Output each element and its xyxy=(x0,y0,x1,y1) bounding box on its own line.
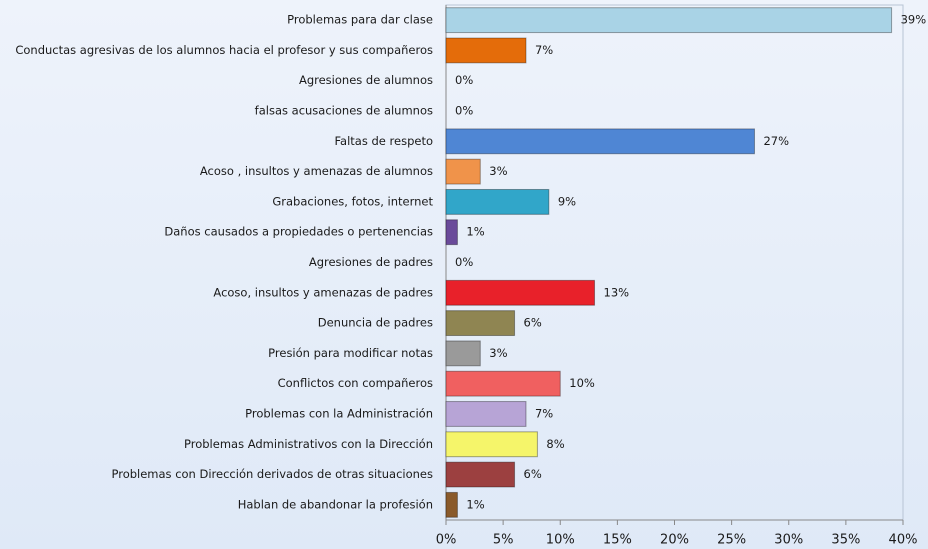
category-label: Hablan de abandonar la profesión xyxy=(238,497,433,511)
x-tick-label: 35% xyxy=(831,533,860,548)
bar xyxy=(445,219,458,246)
value-label: 1% xyxy=(466,225,484,239)
x-tick-label: 25% xyxy=(717,533,746,548)
x-tick-label: 40% xyxy=(889,533,918,548)
value-label: 0% xyxy=(455,255,473,269)
bar xyxy=(445,401,527,427)
value-label: 39% xyxy=(901,13,927,27)
category-label: Problemas con Dirección derivados de otr… xyxy=(111,467,433,481)
category-label: Acoso , insultos y amenazas de alumnos xyxy=(200,164,433,178)
x-tick-label: 30% xyxy=(774,533,803,548)
category-label: Agresiones de alumnos xyxy=(299,73,433,87)
bar xyxy=(445,158,481,185)
bar xyxy=(445,461,516,488)
category-label: Faltas de respeto xyxy=(335,134,434,148)
bar xyxy=(445,7,893,34)
category-label: Agresiones de padres xyxy=(309,255,433,269)
value-label: 7% xyxy=(535,406,553,420)
category-label: falsas acusaciones de alumnos xyxy=(255,104,433,118)
x-tick-label: 10% xyxy=(546,533,575,548)
value-label: 7% xyxy=(535,43,553,57)
category-label: Denuncia de padres xyxy=(318,316,433,330)
x-tick-label: 0% xyxy=(436,533,457,548)
bar xyxy=(445,37,527,64)
x-tick-label: 15% xyxy=(603,533,632,548)
category-label: Presión para modificar notas xyxy=(268,346,433,360)
value-label: 10% xyxy=(569,376,595,390)
value-label: 9% xyxy=(558,194,576,208)
category-label: Problemas para dar clase xyxy=(287,13,433,27)
bar xyxy=(445,128,755,155)
category-label: Daños causados a propiedades o pertenenc… xyxy=(164,225,433,239)
x-tick-label: 20% xyxy=(660,533,689,548)
value-label: 8% xyxy=(546,437,564,451)
bar xyxy=(445,340,481,367)
x-tick-label: 5% xyxy=(493,533,514,548)
bar xyxy=(445,310,516,337)
value-label: 6% xyxy=(524,467,542,481)
value-label: 27% xyxy=(763,134,789,148)
category-label: Grabaciones, fotos, internet xyxy=(272,194,433,208)
value-label: 0% xyxy=(455,73,473,87)
value-label: 1% xyxy=(466,497,484,511)
category-label: Problemas Administrativos con la Direcci… xyxy=(184,437,433,451)
bar xyxy=(445,279,596,306)
category-label: Conductas agresivas de los alumnos hacia… xyxy=(15,43,433,57)
category-label: Problemas con la Administración xyxy=(245,406,433,420)
category-label: Conflictos con compañeros xyxy=(278,376,433,390)
value-label: 3% xyxy=(489,164,507,178)
value-label: 3% xyxy=(489,346,507,360)
value-label: 13% xyxy=(604,285,630,299)
bar xyxy=(445,491,458,518)
value-label: 6% xyxy=(524,316,542,330)
bar xyxy=(445,188,550,215)
bar xyxy=(445,431,538,458)
value-label: 0% xyxy=(455,104,473,118)
category-label: Acoso, insultos y amenazas de padres xyxy=(213,285,433,299)
bar xyxy=(445,370,561,397)
